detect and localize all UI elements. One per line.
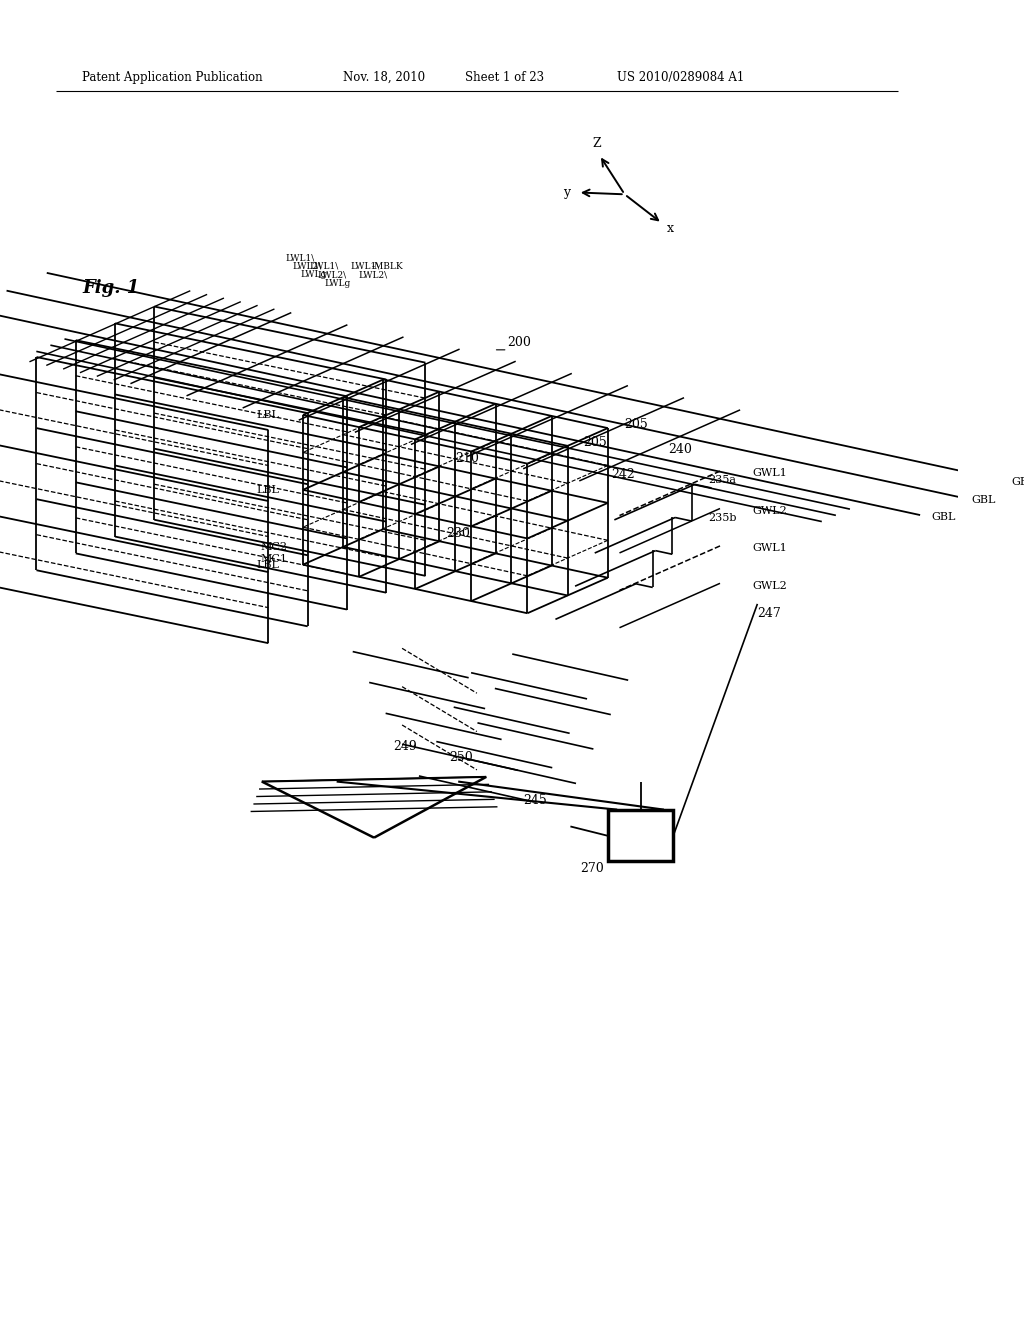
Text: LWL1\: LWL1\ bbox=[309, 261, 339, 271]
Text: LWL2\: LWL2\ bbox=[358, 271, 387, 280]
Bar bbox=[608, 809, 673, 861]
Text: LWLg: LWLg bbox=[325, 279, 351, 288]
Text: x: x bbox=[667, 223, 674, 235]
Text: GWL1: GWL1 bbox=[753, 469, 787, 478]
Text: GBL: GBL bbox=[932, 512, 955, 523]
Text: LBL: LBL bbox=[256, 411, 280, 420]
Text: 242: 242 bbox=[611, 467, 635, 480]
Text: LWL2\: LWL2\ bbox=[317, 271, 346, 280]
Text: 205: 205 bbox=[624, 418, 647, 430]
Text: LWL1\: LWL1\ bbox=[286, 253, 314, 263]
Text: 230: 230 bbox=[446, 527, 470, 540]
Text: 235a: 235a bbox=[708, 475, 736, 486]
Text: GBL: GBL bbox=[1012, 477, 1024, 487]
Text: GWL2: GWL2 bbox=[753, 506, 787, 516]
Text: 205: 205 bbox=[584, 436, 607, 449]
Text: Sheet 1 of 23: Sheet 1 of 23 bbox=[465, 71, 544, 84]
Text: MC1: MC1 bbox=[261, 554, 288, 564]
Text: LBL: LBL bbox=[256, 484, 280, 495]
Text: GWL2: GWL2 bbox=[753, 581, 787, 590]
Text: LWLg: LWLg bbox=[300, 271, 327, 280]
Text: Z: Z bbox=[592, 137, 601, 150]
Text: LWL2\: LWL2\ bbox=[293, 261, 322, 271]
Text: 247: 247 bbox=[758, 607, 781, 620]
Text: -MBLK: -MBLK bbox=[372, 261, 403, 271]
Text: LWL1\: LWL1\ bbox=[350, 261, 380, 271]
Text: y: y bbox=[563, 186, 570, 199]
Text: LBL: LBL bbox=[256, 560, 280, 570]
Text: Fig. 1: Fig. 1 bbox=[82, 279, 139, 297]
Text: 240: 240 bbox=[669, 442, 692, 455]
Text: MC2: MC2 bbox=[261, 541, 288, 552]
Text: 210: 210 bbox=[456, 453, 479, 466]
Text: 249: 249 bbox=[393, 739, 417, 752]
Text: 245: 245 bbox=[523, 793, 548, 807]
Text: 200: 200 bbox=[508, 335, 531, 348]
Text: 235b: 235b bbox=[708, 512, 736, 523]
Text: GBL: GBL bbox=[972, 495, 996, 504]
Text: Nov. 18, 2010: Nov. 18, 2010 bbox=[343, 71, 425, 84]
Text: US 2010/0289084 A1: US 2010/0289084 A1 bbox=[617, 71, 744, 84]
Text: 250: 250 bbox=[449, 751, 473, 764]
Text: 270: 270 bbox=[580, 862, 603, 875]
Text: GWL1: GWL1 bbox=[753, 544, 787, 553]
Text: Patent Application Publication: Patent Application Publication bbox=[82, 71, 263, 84]
